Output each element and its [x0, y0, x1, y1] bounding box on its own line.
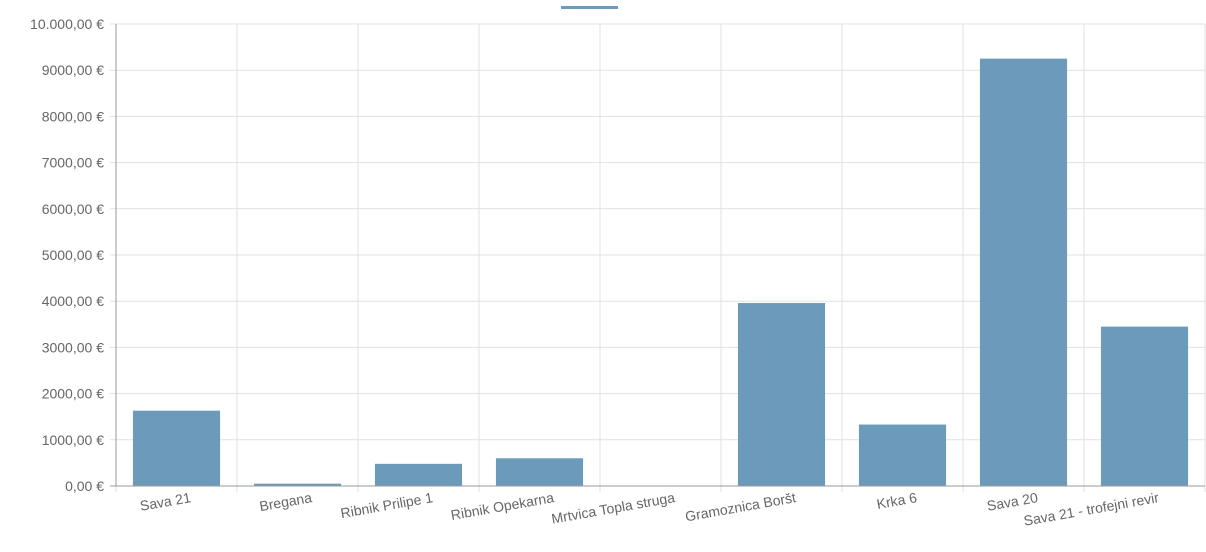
x-tick-label: Mrtvica Topla struga [550, 489, 676, 527]
y-tick-label: 10.000,00 € [30, 16, 104, 32]
bar[interactable] [495, 458, 584, 486]
bar[interactable] [132, 410, 221, 486]
y-tick-label: 7000,00 € [42, 155, 104, 171]
x-tick-label: Sava 20 [986, 489, 1040, 514]
y-tick-label: 6000,00 € [42, 201, 104, 217]
bar[interactable] [858, 424, 947, 486]
y-tick-label: 9000,00 € [42, 62, 104, 78]
y-tick-labels: 0,00 € 1000,00 € 2000,00 € 3000,00 € 4000,00… [30, 16, 104, 494]
y-tick-label: 3000,00 € [42, 339, 104, 355]
bar[interactable] [374, 463, 463, 486]
x-tick-label: Gramoznica Boršt [684, 489, 797, 524]
legend [561, 6, 618, 9]
axis-layer [110, 24, 1205, 487]
legend-swatch [561, 6, 618, 9]
x-tick-label: Ribnik Prilipe 1 [339, 489, 434, 521]
bar[interactable] [979, 58, 1068, 487]
bars-layer [132, 58, 1189, 487]
x-tick-label: Krka 6 [875, 489, 918, 512]
y-tick-label: 8000,00 € [42, 108, 104, 124]
bar[interactable] [253, 483, 342, 486]
y-tick-label: 1000,00 € [42, 432, 104, 448]
y-tick-label: 4000,00 € [42, 293, 104, 309]
x-tick-label: Ribnik Opekarna [450, 489, 556, 523]
bar[interactable] [1100, 326, 1189, 486]
x-tick-label: Sava 21 - trofejni revir [1022, 489, 1160, 529]
bar[interactable] [737, 303, 826, 486]
x-tick-label: Sava 21 [139, 489, 193, 514]
y-tick-label: 2000,00 € [42, 386, 104, 402]
y-tick-label: 0,00 € [65, 478, 104, 494]
x-tick-label: Bregana [258, 489, 313, 514]
x-tick-labels: Sava 21 Bregana Ribnik Prilipe 1 Ribnik Ope… [139, 489, 1161, 529]
y-tick-label: 5000,00 € [42, 247, 104, 263]
